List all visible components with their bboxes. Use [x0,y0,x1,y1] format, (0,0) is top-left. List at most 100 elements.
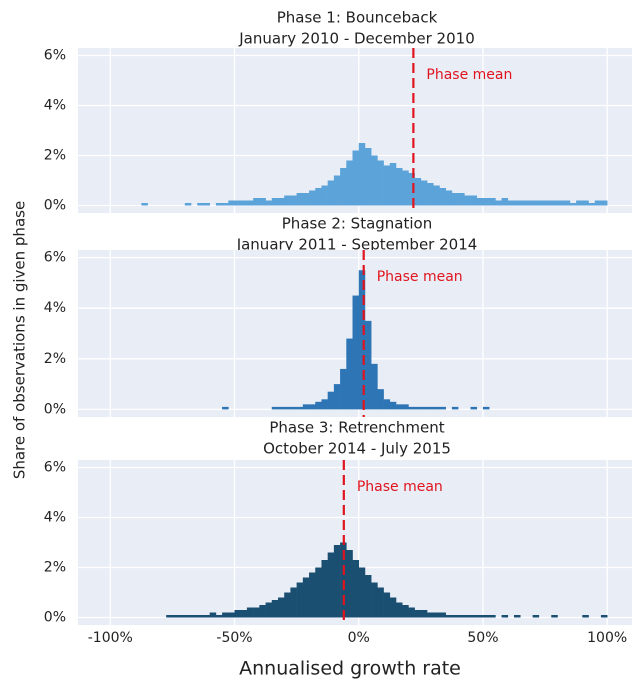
x-tick-label: -100% [88,630,133,646]
bar [364,575,372,618]
bar [451,193,459,206]
bar [569,203,577,206]
bar [253,607,260,618]
bar [377,587,384,618]
y-tick-label: 6% [44,250,66,266]
bar [290,406,297,410]
bar [538,200,546,206]
bar [259,198,266,206]
y-tick-label: 4% [44,510,66,526]
bar [420,610,428,618]
bar [563,200,571,206]
bar [402,404,409,410]
bar [222,406,229,410]
y-tick-label: 4% [44,98,66,114]
bar [309,404,316,410]
bar [296,582,304,618]
bar [526,200,533,206]
panel-subtitle: January 2011 - September 2014 [236,236,478,254]
bar [178,615,186,618]
bar [576,200,583,206]
bar [420,406,428,410]
bar [203,615,210,618]
bar [513,615,521,618]
bar [433,185,440,206]
bar [352,560,360,618]
bar [458,615,465,618]
bar [520,200,527,206]
panel-title: Phase 3: Retrenchment [269,419,444,437]
bar [191,615,198,618]
bar [427,406,434,410]
bar [141,203,148,206]
bar [253,198,260,206]
bar [246,200,254,206]
bar [315,567,322,618]
bar [482,406,490,410]
bar [402,170,409,206]
bar [501,198,509,206]
bar [451,406,459,410]
bar [495,200,502,206]
bar [327,180,335,206]
bar [470,615,478,618]
bar [228,612,235,618]
bar [184,615,192,618]
bar [309,190,316,206]
bar [464,615,471,618]
bar [371,155,378,206]
bar [166,615,173,618]
bar [358,143,366,206]
bar [284,592,291,618]
x-tick-label: 100% [587,630,627,646]
bar [290,195,297,206]
bar [265,602,273,618]
bar [277,198,285,206]
bar [501,615,509,618]
bar [551,615,558,618]
bar [513,200,521,206]
bar [470,406,478,410]
bar [408,406,415,410]
annotation: Phase mean [377,269,463,285]
bar [234,610,242,618]
bar [364,148,372,206]
bar [433,612,440,618]
bar [389,597,397,618]
bar [340,368,347,410]
bar [402,605,409,618]
annotation: Phase mean [357,479,443,495]
bar [197,203,204,206]
bar [265,200,273,206]
bar [215,203,223,206]
bar [371,582,378,618]
bar [445,190,453,206]
bar [470,195,478,206]
bar [594,200,602,206]
bar [414,178,422,206]
bar [600,615,608,618]
bar [290,587,297,618]
bar [209,612,217,618]
bar [302,404,310,410]
bar [309,572,316,618]
y-tick-label: 0% [44,401,66,417]
bar [346,338,353,410]
bar [408,607,415,618]
bar [358,270,366,410]
y-tick-label: 2% [44,560,66,576]
y-tick-label: 0% [44,198,66,214]
bar [352,295,360,410]
panel-subtitle: January 2010 - December 2010 [238,30,474,48]
bar [395,168,403,206]
bar [588,203,596,206]
bar [228,200,235,206]
y-tick-label: 0% [44,610,66,626]
bar [184,203,192,206]
bar [458,193,465,206]
bar [427,183,434,206]
bar [215,615,223,618]
bar [371,363,378,410]
bar [364,320,372,410]
bar [327,391,335,410]
